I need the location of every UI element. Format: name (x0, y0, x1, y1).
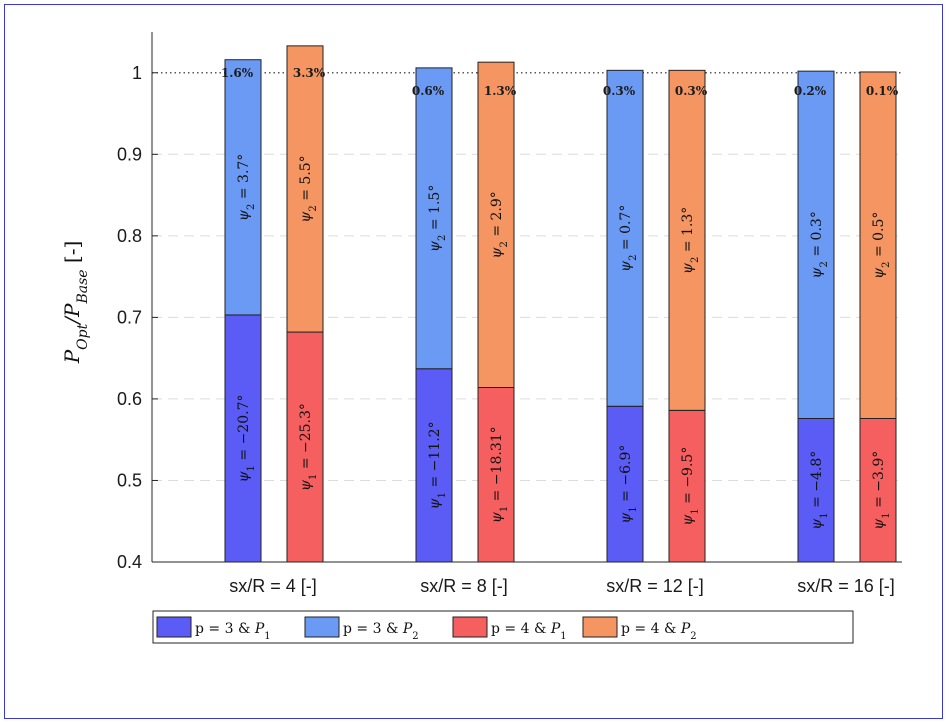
psi2-label: ψ2 = 2.9° (489, 191, 510, 258)
psi1-label: ψ1 = −3.9° (871, 451, 892, 530)
legend-label: p = 4 & P1 (491, 621, 567, 642)
x-tick-label: sx/R = 4 [-] (229, 576, 317, 596)
psi2-label: ψ2 = 0.7° (618, 205, 639, 272)
psi1-label: ψ1 = −20.7° (236, 395, 257, 483)
y-tick-label: 0.7 (117, 307, 142, 327)
psi2-label: ψ2 = 1.5° (427, 185, 448, 252)
bar-segment-p4-P1 (668, 409, 706, 563)
bar-segment-p3-P2 (797, 70, 835, 419)
bar-segment-p4-P2 (668, 69, 706, 411)
legend-label: p = 4 & P2 (621, 621, 697, 642)
bar-segment-p3-P1 (797, 417, 835, 563)
psi1-label: ψ1 = −11.2° (427, 421, 448, 509)
figure-frame: 1.6% ψ1 = −20.7° ψ2 = 3.7° 3.3% ψ1 = −25.3° ψ… (4, 4, 943, 719)
percent-label: 0.2% (794, 84, 827, 98)
y-tick-label: 0.8 (117, 226, 142, 246)
y-tick-label: 0.5 (117, 470, 142, 490)
legend-label: p = 3 & P2 (343, 621, 419, 642)
psi2-label: ψ2 = 5.5° (298, 155, 319, 222)
bar-segment-p4-P2 (477, 61, 515, 389)
psi2-label: ψ2 = 0.3° (809, 211, 830, 278)
bar-segment-p4-P1 (286, 331, 324, 563)
bar-segment-p4-P2 (859, 71, 897, 419)
psi1-label: ψ1 = −4.8° (809, 451, 830, 530)
psi1-label: ψ1 = −18.31° (489, 426, 510, 523)
bar-segment-p3-P2 (606, 69, 644, 407)
psi2-label: ψ2 = 0.5° (871, 212, 892, 279)
percent-label: 0.3% (603, 84, 636, 98)
legend (152, 610, 854, 644)
y-tick-label: 0.6 (117, 389, 142, 409)
x-tick-label: sx/R = 12 [-] (606, 576, 704, 596)
bar-segment-p4-P1 (477, 387, 515, 563)
y-axis-label: POpt/PBase [-] (60, 241, 91, 365)
percent-label: 0.1% (866, 84, 899, 98)
plot-area (152, 32, 902, 562)
percent-label: 3.3% (293, 66, 326, 80)
psi2-label: ψ2 = 1.3° (680, 207, 701, 274)
legend-swatch (582, 616, 618, 638)
percent-label: 0.3% (675, 84, 708, 98)
bar-segment-p3-P1 (224, 314, 262, 563)
legend-swatch (304, 616, 340, 638)
psi1-label: ψ1 = −25.3° (298, 403, 319, 491)
y-tick-label: 1 (132, 63, 142, 83)
psi1-label: ψ1 = −6.9° (618, 445, 639, 524)
percent-label: 1.3% (484, 84, 517, 98)
percent-label: 0.6% (412, 84, 445, 98)
psi2-label: ψ2 = 3.7° (236, 154, 257, 221)
x-tick-label: sx/R = 16 [-] (797, 576, 895, 596)
legend-swatch (156, 616, 192, 638)
bar-segment-p4-P1 (859, 417, 897, 563)
y-tick-label: 0.9 (117, 144, 142, 164)
bar-segment-p3-P1 (415, 368, 453, 563)
y-tick-label: 0.4 (117, 552, 142, 572)
percent-label: 1.6% (221, 66, 254, 80)
psi1-label: ψ1 = −9.5° (680, 447, 701, 526)
legend-swatch (452, 616, 488, 638)
bar-segment-p4-P2 (286, 45, 324, 333)
x-tick-label: sx/R = 8 [-] (420, 576, 508, 596)
bar-segment-p3-P2 (224, 59, 262, 316)
bar-segment-p3-P2 (415, 67, 453, 370)
legend-label: p = 3 & P1 (195, 621, 271, 642)
stacked-bar-chart: 1.6% ψ1 = −20.7° ψ2 = 3.7° 3.3% ψ1 = −25.3° ψ… (60, 32, 902, 644)
